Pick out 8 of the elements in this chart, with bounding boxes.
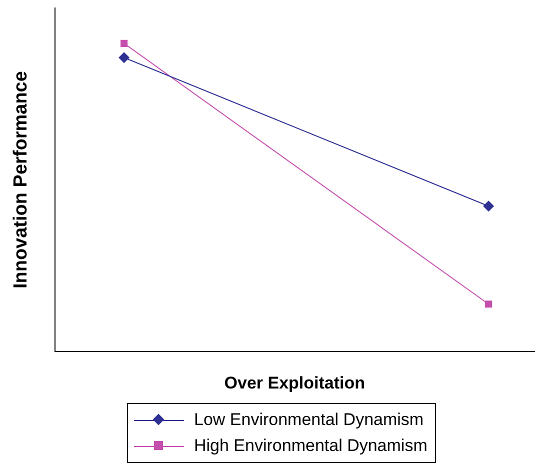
point (120, 40, 128, 47)
x-axis-title: Over Exploitation (224, 373, 366, 392)
point (485, 300, 492, 308)
legend-label: High Environmental Dynamism (194, 435, 428, 457)
y-axis-title: Innovation Performance (10, 71, 32, 289)
legend-label: Low Environmental Dynamism (194, 409, 424, 431)
point (118, 52, 130, 64)
point (483, 200, 494, 212)
